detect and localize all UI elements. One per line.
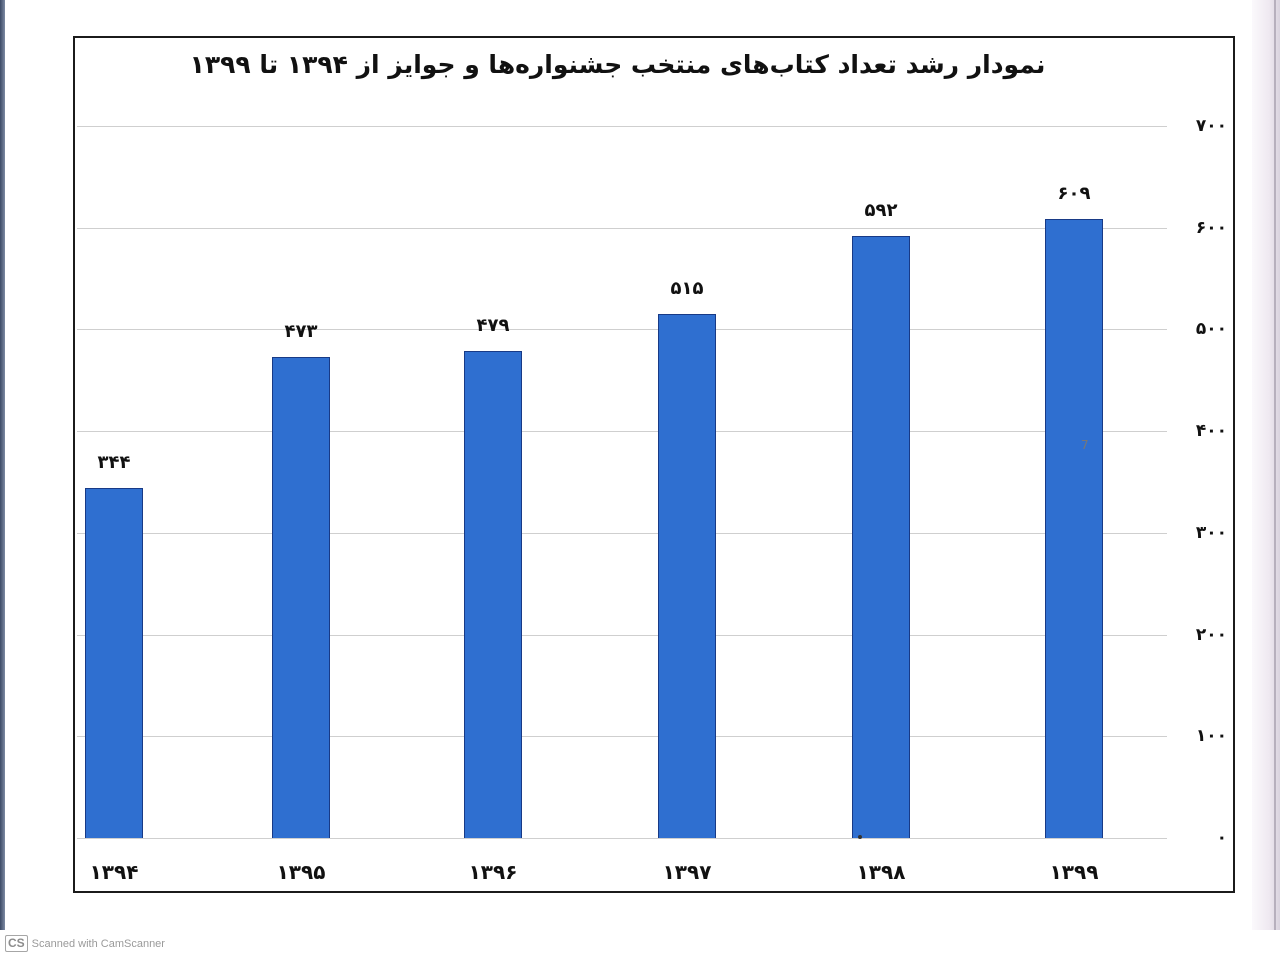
bar-value-label: ۶۰۹ <box>1057 182 1091 204</box>
scan-page-edge-right <box>1252 0 1280 930</box>
gridline <box>77 126 1167 127</box>
y-tick-label: ۵۰۰ <box>1195 319 1227 340</box>
bar-1394 <box>85 488 143 838</box>
gridline <box>77 227 1167 229</box>
gridline <box>77 431 1167 433</box>
gridline <box>77 532 1167 534</box>
x-tick-label: ۱۳۹۷ <box>662 860 712 884</box>
x-tick-label: ۱۳۹۹ <box>1049 860 1099 884</box>
scan-page-edge-left <box>0 0 5 930</box>
page-seam <box>1274 0 1276 930</box>
y-tick-label: ۳۰۰ <box>1195 522 1227 543</box>
y-tick-label: ۷۰۰ <box>1195 116 1227 136</box>
gridline <box>77 329 1167 331</box>
stray-mark: 7 <box>1081 438 1089 452</box>
bar-1395 <box>272 356 330 838</box>
x-tick-label: ۱۳۹۶ <box>468 860 518 884</box>
y-tick-label: ۶۰۰ <box>1195 217 1227 238</box>
bar-value-label: ۵۱۵ <box>670 278 704 300</box>
stray-dot <box>858 835 862 839</box>
bar-value-label: ۴۷۳ <box>284 320 318 342</box>
bar-value-label: ۵۹۲ <box>864 199 898 221</box>
bar-value-label: ۴۷۹ <box>476 314 510 336</box>
bar-1399 <box>1045 218 1103 838</box>
bar-1396 <box>464 350 522 838</box>
chart-frame: نمودار رشد تعداد کتاب‌های منتخب جشنواره‌… <box>73 36 1235 893</box>
x-tick-label: ۱۳۹۵ <box>276 860 326 884</box>
y-tick-label: ۱۰۰ <box>1195 726 1227 747</box>
x-tick-label: ۱۳۹۸ <box>856 860 906 884</box>
bar-value-label: ۳۴۴ <box>97 452 131 474</box>
gridline <box>77 634 1167 636</box>
y-tick-label: ۰ <box>1216 828 1227 848</box>
gridline <box>77 838 1167 839</box>
camscanner-logo-icon: CS <box>5 935 28 952</box>
y-tick-label: ۴۰۰ <box>1195 421 1227 442</box>
chart-title: نمودار رشد تعداد کتاب‌های منتخب جشنواره‌… <box>189 50 1046 79</box>
watermark-text: Scanned with CamScanner <box>31 937 165 950</box>
gridline <box>77 736 1167 738</box>
y-tick-label: ۲۰۰ <box>1195 624 1227 645</box>
bar-1397 <box>658 314 716 838</box>
x-tick-label: ۱۳۹۴ <box>89 860 139 884</box>
camscanner-watermark: CS Scanned with CamScanner <box>5 935 165 952</box>
bar-1398 <box>852 235 910 838</box>
